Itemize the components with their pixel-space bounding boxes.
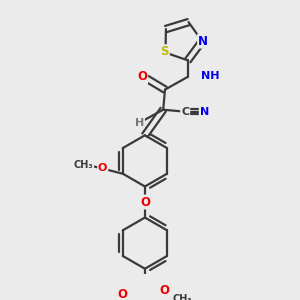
Text: N: N (200, 106, 209, 116)
Text: H: H (135, 118, 144, 128)
Text: CH₃: CH₃ (172, 294, 192, 300)
Text: O: O (159, 284, 169, 297)
Text: NH: NH (201, 71, 219, 81)
Text: O: O (137, 70, 147, 83)
Text: S: S (160, 45, 169, 58)
Text: C: C (181, 106, 189, 116)
Text: N: N (198, 34, 208, 48)
Text: CH₃: CH₃ (74, 160, 93, 170)
Text: O: O (140, 196, 150, 208)
Text: O: O (98, 163, 107, 173)
Text: O: O (117, 288, 127, 300)
